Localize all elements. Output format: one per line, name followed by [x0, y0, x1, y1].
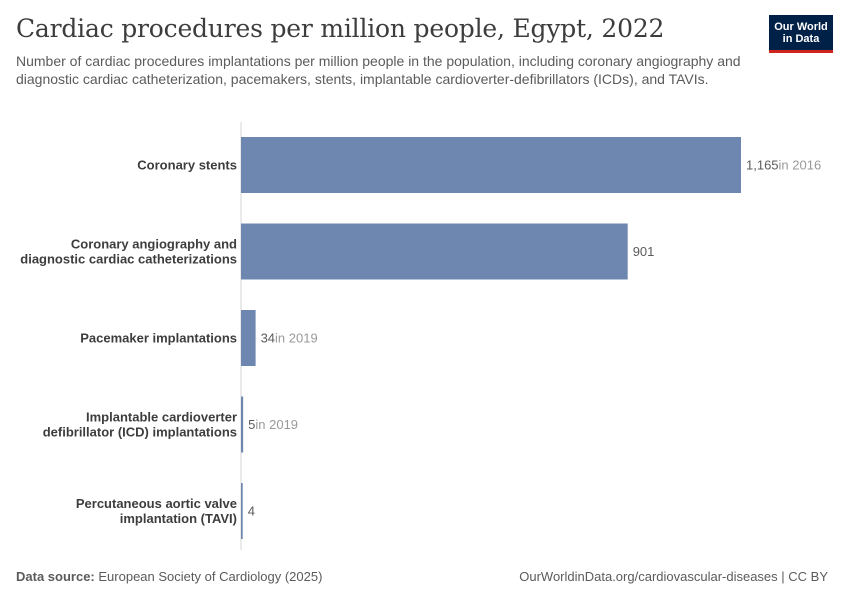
data-source-label: Data source: — [16, 569, 95, 584]
value-label: 5in 2019 — [248, 417, 298, 432]
bar[interactable] — [241, 483, 243, 539]
value-label: 4 — [248, 504, 255, 519]
year-note: in 2019 — [255, 417, 298, 432]
logo-line-2: in Data — [782, 32, 820, 45]
source-link[interactable]: OurWorldinData.org/cardiovascular-diseas… — [519, 569, 828, 584]
data-source: Data source: European Society of Cardiol… — [16, 569, 322, 584]
chart-title: Cardiac procedures per million people, E… — [16, 14, 665, 43]
bar[interactable] — [241, 310, 256, 366]
owid-logo[interactable]: Our World in Data — [769, 15, 833, 53]
category-label: Percutaneous aortic valve implantation (T… — [76, 496, 237, 526]
category-label: Coronary stents — [137, 158, 237, 173]
value-label: 1,165in 2016 — [746, 158, 821, 173]
category-label: Implantable cardioverter defibrillator (I… — [43, 410, 237, 440]
logo-line-1: Our World — [774, 20, 828, 33]
year-note: in 2019 — [275, 331, 318, 346]
bar[interactable] — [241, 223, 628, 280]
category-label: Pacemaker implantations — [80, 331, 237, 346]
bar[interactable] — [241, 396, 244, 453]
category-label: Coronary angiography and diagnostic cardi… — [20, 237, 237, 267]
year-note: in 2016 — [779, 158, 822, 173]
bar[interactable] — [241, 137, 741, 193]
value-label: 34in 2019 — [261, 331, 318, 346]
data-source-text: European Society of Cardiology (2025) — [98, 569, 323, 584]
chart-subtitle: Number of cardiac procedures implantatio… — [16, 53, 741, 87]
value-label: 901 — [633, 244, 655, 259]
